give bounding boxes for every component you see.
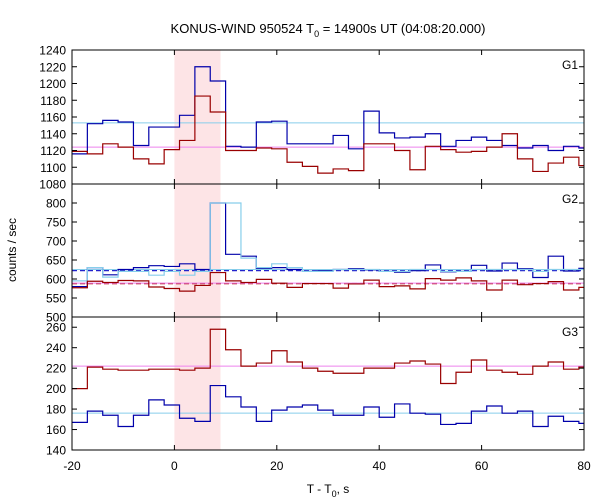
y-tick-label: 1140 xyxy=(40,127,66,141)
x-axis-label: T - T0, s xyxy=(307,482,350,499)
series-line xyxy=(72,95,584,174)
x-axis-label-subscript: 0 xyxy=(332,489,337,499)
chart-title-rest: = 14900s UT (04:08:20.000) xyxy=(319,21,485,36)
panel-frame xyxy=(71,316,585,451)
y-tick-label: 1240 xyxy=(39,44,66,58)
y-tick-label: 1180 xyxy=(40,94,66,108)
panel-label: G2 xyxy=(562,192,578,206)
x-axis-label-rest: , s xyxy=(337,482,350,496)
y-tick-label: 1160 xyxy=(40,111,66,125)
chart-title-subscript: 0 xyxy=(314,29,319,39)
x-tick-label: 80 xyxy=(577,459,591,473)
panel-g2: 500 550 600 650 700 750 800 G2 xyxy=(46,183,585,325)
panel-label: G3 xyxy=(562,325,578,339)
panel-label: G1 xyxy=(562,58,578,72)
series-line xyxy=(72,202,584,282)
x-tick-label: 0 xyxy=(171,459,178,473)
y-tick-label: 140 xyxy=(46,444,66,458)
y-tick-label: 200 xyxy=(46,382,66,396)
x-axis-label-main: T - T xyxy=(307,482,333,496)
highlight-band xyxy=(174,317,221,450)
y-tick-label: 600 xyxy=(46,273,66,287)
y-tick-label: 1200 xyxy=(39,77,66,91)
series-line xyxy=(72,328,584,390)
series-line xyxy=(72,271,584,292)
panel-g1: 1080 1100 1120 1140 1160 1180 1200 1220 1240 G1 xyxy=(39,44,585,192)
plot-area xyxy=(72,202,584,292)
y-tick-label: 550 xyxy=(46,292,66,306)
x-tick-label: 40 xyxy=(373,459,387,473)
y-tick-label: 1120 xyxy=(40,144,66,158)
panels: 1080 1100 1120 1140 1160 1180 1200 1220 1240 G1 50… xyxy=(39,44,591,474)
y-tick-label: 260 xyxy=(46,321,66,335)
y-tick-label: 500 xyxy=(46,311,66,325)
highlight-band xyxy=(174,50,221,184)
y-tick-label: 160 xyxy=(46,423,66,437)
series-line xyxy=(72,384,584,428)
y-tick-label: 800 xyxy=(46,197,66,211)
x-tick-label: 20 xyxy=(270,459,284,473)
y-tick-label: 240 xyxy=(46,341,66,355)
plot-area xyxy=(72,328,584,428)
y-tick-label: 220 xyxy=(46,362,66,376)
y-tick-label: 1100 xyxy=(40,161,66,175)
x-tick-label: 60 xyxy=(475,459,489,473)
plot-area xyxy=(72,66,584,174)
chart-title: KONUS-WIND 950524 T0 = 14900s UT (04:08:… xyxy=(171,21,486,39)
y-tick-label: 700 xyxy=(46,235,66,249)
x-tick-labels: -20 0 20 40 60 80 xyxy=(63,459,591,473)
y-axis-label: counts / sec xyxy=(5,218,19,282)
chart-title-main: KONUS-WIND 950524 T xyxy=(171,21,315,36)
x-tick-label: -20 xyxy=(63,459,81,473)
y-tick-label: 650 xyxy=(46,254,66,268)
panel-g3: 140 160 180 200 220 240 260 G3 xyxy=(46,316,585,458)
highlight-band xyxy=(174,184,221,317)
y-tick-label: 1220 xyxy=(39,60,66,74)
y-tick-label: 180 xyxy=(46,403,66,417)
y-tick-label: 1080 xyxy=(39,178,66,192)
y-tick-label: 750 xyxy=(46,216,66,230)
